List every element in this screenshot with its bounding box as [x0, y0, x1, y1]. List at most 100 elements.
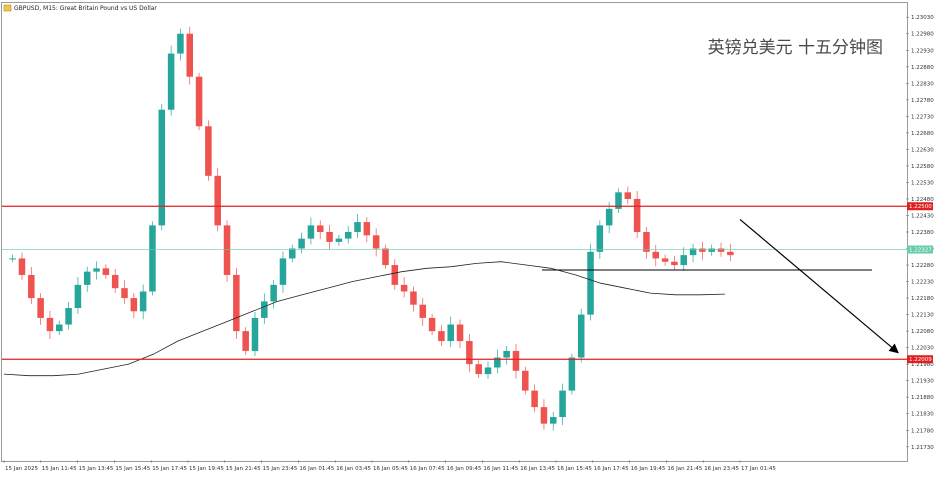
candle-body — [261, 301, 268, 318]
candle-body — [149, 225, 156, 292]
candle-body — [447, 324, 454, 342]
y-tick-label: 1.21830 — [911, 412, 934, 418]
candle-body — [56, 324, 63, 332]
candle-body — [419, 304, 427, 318]
y-tick-label: 1.22930 — [911, 48, 934, 54]
candle-body — [410, 291, 417, 305]
candle-body — [326, 232, 333, 242]
candle-body — [18, 258, 26, 275]
y-tick-label: 1.22030 — [911, 346, 934, 352]
candle-body — [596, 225, 604, 252]
candle-body — [717, 248, 725, 252]
x-tick-label: 16 Jan 23:45 — [704, 466, 739, 472]
x-tick-label: 15 Jan 2025 — [5, 466, 38, 472]
candle-body — [456, 324, 464, 342]
candle-body — [65, 308, 72, 325]
y-tick-label: 1.22730 — [911, 114, 934, 120]
chart-title: GBPUSD, M15: Great Britain Pound vs US D… — [14, 5, 157, 12]
candle-body — [708, 248, 715, 252]
candle-body — [251, 317, 259, 351]
x-tick-label: 15 Jan 11:45 — [42, 466, 77, 472]
candle-body — [671, 261, 678, 266]
chart-watermark: 英镑兑美元 十五分钟图 — [708, 38, 883, 58]
y-tick-label: 1.21930 — [911, 379, 934, 385]
y-tick-label: 1.22480 — [911, 197, 934, 203]
x-tick-label: 16 Jan 09:45 — [447, 466, 482, 472]
resistance-price-tag-label: 1.22500 — [909, 204, 932, 210]
candle-body — [699, 248, 706, 252]
trend-arrow[interactable] — [739, 218, 899, 354]
y-tick-label: 1.22080 — [911, 329, 934, 335]
x-tick-label: 15 Jan 23:45 — [263, 466, 298, 472]
candle-body — [354, 222, 361, 232]
candle-body — [74, 284, 82, 308]
x-tick-label: 16 Jan 05:45 — [373, 466, 408, 472]
x-tick-label: 15 Jan 13:45 — [79, 466, 114, 472]
candle-body — [177, 33, 184, 54]
candle-body — [372, 235, 380, 249]
candle-body — [102, 268, 110, 275]
candle-body — [438, 331, 445, 342]
candle-body — [559, 390, 566, 418]
candle-body — [335, 238, 343, 242]
y-tick-label: 1.22130 — [911, 313, 934, 319]
candles — [9, 26, 734, 431]
y-tick-label: 1.22230 — [911, 280, 934, 286]
x-tick-label: 15 Jan 19:45 — [189, 466, 224, 472]
candle-body — [158, 109, 166, 226]
y-tick-label: 1.22180 — [911, 296, 934, 302]
support-price-tag-label: 1.22009 — [909, 357, 932, 363]
candle-body — [37, 298, 44, 318]
x-tick-label: 17 Jan 01:45 — [741, 466, 776, 472]
candle-body — [289, 248, 296, 259]
candle-body — [643, 232, 650, 252]
header: GBPUSD, M15: Great Britain Pound vs US D… — [3, 4, 157, 12]
candle-body — [46, 317, 54, 332]
candle-body — [466, 341, 473, 365]
candle-body — [316, 225, 324, 232]
support-price-tag — [907, 355, 933, 364]
candle-body — [121, 288, 128, 299]
current-price-tag — [907, 245, 933, 254]
candle-body — [624, 192, 632, 199]
y-tick-label: 1.21730 — [911, 445, 934, 451]
candle-body — [139, 291, 147, 312]
x-tick-label: 16 Jan 21:45 — [667, 466, 702, 472]
candle-body — [652, 251, 660, 259]
resistance-price-tag — [907, 202, 933, 211]
candle-body — [680, 255, 687, 266]
candle-body — [382, 248, 389, 266]
y-tick-label: 1.21880 — [911, 395, 934, 401]
candle-body — [400, 284, 408, 292]
y-tick-label: 1.22580 — [911, 164, 934, 170]
y-tick-label: 1.22880 — [911, 65, 934, 71]
y-tick-label: 1.22380 — [911, 230, 934, 236]
x-tick-label: 16 Jan 13:45 — [520, 466, 555, 472]
candle-body — [279, 258, 287, 285]
candle-body — [540, 407, 548, 424]
y-tick-label: 1.22680 — [911, 131, 934, 137]
y-tick-label: 1.22530 — [911, 180, 934, 186]
candle-body — [186, 33, 194, 77]
candle-body — [223, 225, 231, 275]
candle-body — [587, 251, 594, 315]
candle-body — [512, 350, 520, 371]
y-tick-label: 1.22630 — [911, 147, 934, 153]
candle-body — [428, 317, 436, 332]
x-tick-label: 15 Jan 17:45 — [152, 466, 187, 472]
candle-body — [494, 357, 501, 368]
candle-body — [83, 271, 91, 285]
candle-body — [195, 76, 203, 127]
price-axis[interactable]: 1.23030 1.22980 1.22930 1.22880 1.22830 1.227… — [906, 15, 934, 451]
time-axis[interactable]: 15 Jan 2025 15 Jan 11:45 15 Jan 13:45 15 Ja… — [3, 460, 776, 472]
y-tick-label: 1.22780 — [911, 98, 934, 104]
candle-body — [307, 225, 315, 239]
x-tick-label: 16 Jan 19:45 — [631, 466, 666, 472]
symbol-icon — [3, 4, 12, 12]
x-tick-label: 16 Jan 01:45 — [299, 466, 334, 472]
y-tick-label: 1.23030 — [911, 15, 934, 21]
candle-body — [503, 350, 510, 358]
price-tags: 1.22500 1.22009 1.22327 — [907, 202, 933, 364]
candle-body — [727, 251, 734, 256]
candle-body — [344, 232, 352, 239]
